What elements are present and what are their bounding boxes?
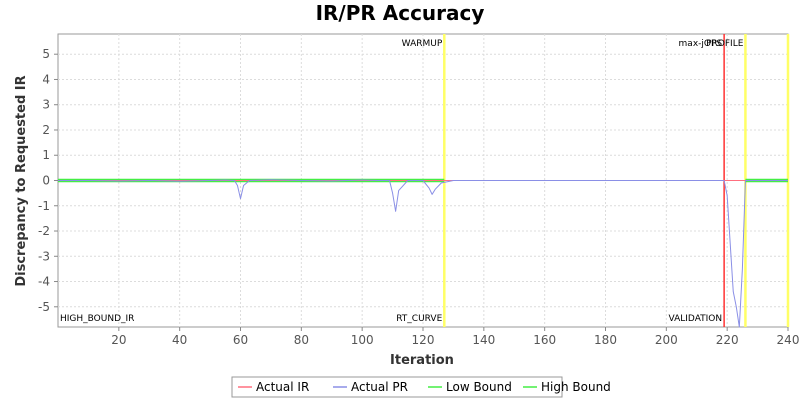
y-tick-label: 3 (42, 98, 50, 112)
legend-label: Low Bound (446, 380, 512, 394)
x-tick-label: 40 (172, 333, 187, 347)
marker-label: WARMUP (402, 39, 443, 49)
legend: Actual IR Actual PR Low Bound High Bound (231, 376, 611, 398)
x-tick-label: 60 (233, 333, 248, 347)
series-line-actual-pr (58, 179, 788, 328)
x-tick-label: 120 (412, 333, 435, 347)
y-tick-label: 4 (42, 72, 50, 86)
marker-label: HIGH_BOUND_IR (60, 314, 134, 324)
y-tick-label: 2 (42, 123, 50, 137)
marker-label: PROFILE (706, 39, 744, 49)
y-tick-label: -3 (38, 249, 50, 263)
y-axis-label: Discrepancy to Requested IR (14, 75, 29, 286)
y-tick-label: -5 (38, 300, 50, 314)
y-tick-label: 5 (42, 47, 50, 61)
y-tick-label: -4 (38, 275, 50, 289)
y-tick-label: -2 (38, 224, 50, 238)
y-tick-label: -1 (38, 199, 50, 213)
series-layer (58, 178, 788, 328)
x-tick-label: 20 (111, 333, 126, 347)
marker-label: VALIDATION (669, 314, 723, 324)
legend-label: Actual PR (351, 380, 408, 394)
chart-title: IR/PR Accuracy (316, 1, 485, 25)
legend-label: High Bound (541, 380, 611, 394)
x-axis-label: Iteration (390, 353, 454, 368)
x-tick-label: 100 (351, 333, 374, 347)
marker-label: max-jOPS (679, 39, 723, 49)
y-tick-label: 0 (42, 174, 50, 188)
legend-box (231, 376, 563, 398)
marker-label: RT_CURVE (396, 314, 442, 324)
x-tick-label: 240 (777, 333, 800, 347)
x-tick-label: 140 (472, 333, 495, 347)
x-tick-label: 200 (655, 333, 678, 347)
x-tick-label: 220 (716, 333, 739, 347)
x-tick-label: 180 (594, 333, 617, 347)
x-tick-label: 80 (294, 333, 309, 347)
legend-label: Actual IR (256, 380, 309, 394)
tick-layer: 20 40 60 80 100 120 140 160 180 200 220 240-5-4-3-2… (38, 47, 799, 347)
y-tick-label: 1 (42, 148, 50, 162)
x-tick-label: 160 (533, 333, 556, 347)
